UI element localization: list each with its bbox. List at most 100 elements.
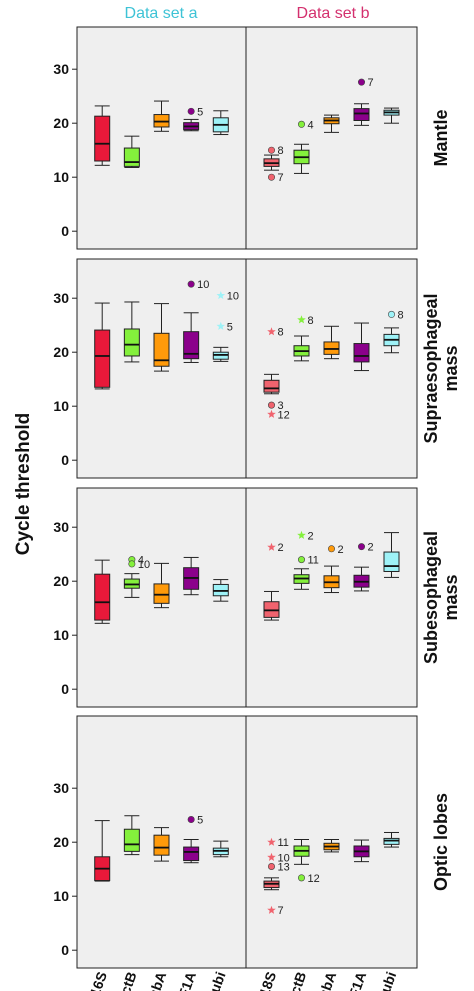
- row-label-group: Supraesophageal mass: [421, 293, 461, 443]
- box-body: [153, 332, 170, 367]
- category-label: actB: [284, 970, 309, 991]
- box-ubi: [383, 831, 400, 848]
- row-label: Mantle: [431, 109, 451, 166]
- outlier-point: [297, 120, 305, 128]
- box-EEF1A: 2: [353, 542, 374, 592]
- y-tick-label: 0: [61, 942, 69, 958]
- outlier-label: 2: [368, 542, 374, 554]
- y-tick-label: 0: [61, 223, 69, 239]
- outlier-label: 11: [308, 555, 319, 567]
- box-body: [94, 329, 111, 388]
- y-tick-label: 20: [53, 344, 69, 360]
- box-ubi: [212, 110, 229, 136]
- y-tick-label: 30: [53, 780, 69, 796]
- box-body: [183, 331, 200, 360]
- row-label: Supraesophageal: [421, 293, 441, 443]
- box-16S: [94, 820, 111, 882]
- box-body: [263, 379, 280, 393]
- box-body: [183, 846, 200, 862]
- outlier-star: [297, 315, 306, 324]
- box-tubA: [323, 114, 340, 133]
- box-EEF1A: [353, 322, 370, 372]
- outlier-label: 8: [278, 145, 284, 157]
- category-label: EEF1A: [168, 970, 198, 991]
- box-tubA: 2: [323, 544, 344, 594]
- box-ubi: 10 5: [212, 291, 239, 362]
- box-EEF1A: 10: [183, 279, 209, 363]
- box-body: [383, 551, 400, 572]
- outlier-label: 4: [308, 119, 314, 131]
- outlier-star: [216, 321, 226, 330]
- box-body: [353, 108, 370, 122]
- category-label: 18S: [256, 970, 280, 991]
- row-label-group: Optic lobes: [431, 793, 451, 891]
- outlier-label: 7: [368, 77, 374, 89]
- outlier-star: [267, 837, 276, 846]
- y-tick-label: 10: [53, 627, 69, 643]
- outlier-label: 8: [398, 309, 404, 321]
- y-axis-title: Cycle threshold: [13, 413, 34, 556]
- outlier-point: [327, 545, 335, 553]
- outlier-point: [128, 560, 136, 568]
- box-actB: 4: [293, 119, 314, 174]
- box-16S: [94, 559, 111, 624]
- box-ubi: [212, 840, 229, 858]
- box-EEF1A: [353, 839, 370, 863]
- box-tubA: [153, 562, 170, 609]
- outlier-point: [267, 862, 275, 870]
- y-tick-label: 10: [53, 888, 69, 904]
- y-tick-label: 30: [53, 290, 69, 306]
- outlier-label: 3: [278, 400, 284, 412]
- outlier-star: [297, 530, 306, 539]
- category-label: ubi: [206, 970, 228, 991]
- box-ubi: 8: [383, 309, 404, 354]
- outlier-point: [187, 107, 195, 115]
- box-tubA: [153, 100, 170, 132]
- box-actB: 2 11: [293, 530, 319, 590]
- box-tubA: [153, 827, 170, 862]
- box-tubA: [323, 325, 340, 360]
- box-ubi: [383, 107, 400, 124]
- box-body: [153, 834, 170, 856]
- box-body: [153, 583, 170, 604]
- outlier-star: [267, 852, 276, 861]
- category-label: tubA: [313, 970, 339, 991]
- outlier-star: [267, 542, 276, 551]
- box-body: [353, 343, 370, 363]
- row-label: Subesophageal: [421, 531, 441, 664]
- outlier-label: 5: [197, 815, 203, 827]
- box-actB: 12: [293, 839, 320, 885]
- box-actB: 8: [293, 315, 314, 362]
- outlier-label: 10: [278, 852, 290, 864]
- outlier-label: 12: [278, 409, 290, 421]
- box-EEF1A: [183, 556, 200, 596]
- outlier-label: 12: [308, 873, 320, 885]
- panel-background: [76, 26, 418, 250]
- outlier-star: [216, 291, 226, 300]
- row-label: Optic lobes: [431, 793, 451, 891]
- column-title-data-set-b: Data set b: [297, 5, 370, 22]
- y-tick-label: 0: [61, 452, 69, 468]
- category-label: tubA: [143, 970, 169, 991]
- category-label: ubi: [377, 970, 399, 991]
- outlier-label: 11: [278, 837, 289, 849]
- outlier-point: [267, 401, 275, 409]
- y-tick-label: 10: [53, 398, 69, 414]
- box-actB: [123, 135, 140, 168]
- outlier-star: [267, 409, 276, 418]
- box-body: [123, 328, 140, 357]
- outlier-label: 10: [138, 559, 150, 571]
- box-tubA: [323, 839, 340, 853]
- box-EEF1A: 7: [353, 77, 374, 126]
- box-16S: [94, 105, 111, 166]
- outlier-label: 10: [197, 279, 209, 291]
- outlier-point: [297, 556, 305, 564]
- category-label: actB: [114, 970, 139, 991]
- category-label: 16S: [86, 970, 110, 991]
- box-18S: 87: [263, 145, 284, 184]
- y-tick-label: 30: [53, 519, 69, 535]
- outlier-point: [357, 78, 365, 86]
- box-actB: 410: [123, 555, 150, 598]
